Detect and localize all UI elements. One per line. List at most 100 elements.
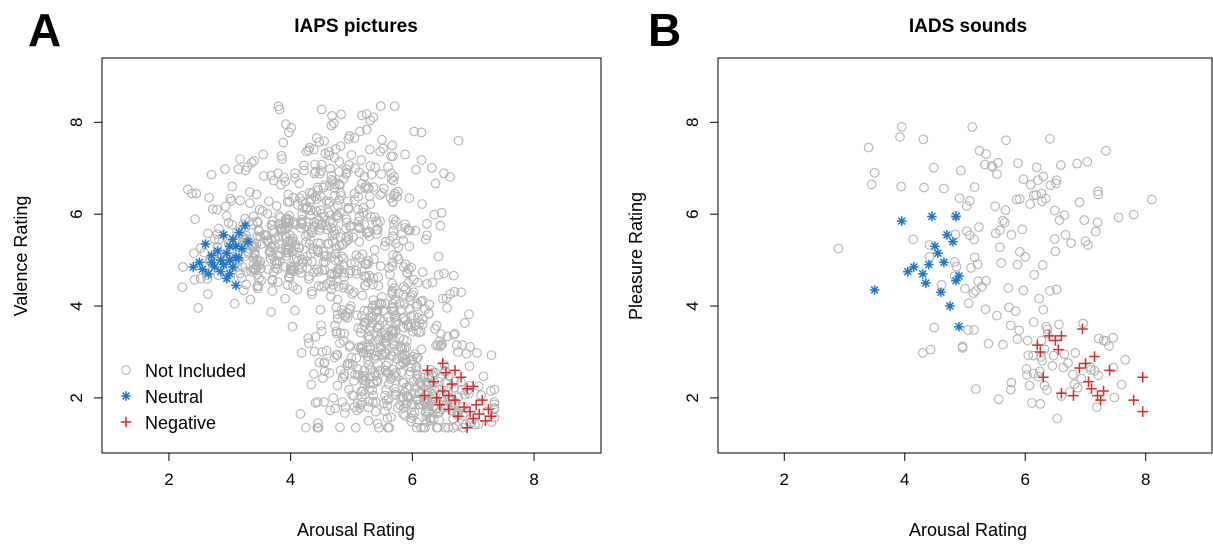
not-included-point — [1072, 382, 1083, 393]
negative-point — [470, 399, 482, 411]
not-included-point — [389, 101, 400, 112]
not-included-point — [283, 127, 294, 138]
not-included-point — [319, 358, 329, 369]
not-included-point — [339, 369, 350, 379]
not-included-point — [296, 348, 307, 358]
not-included-point — [1109, 392, 1120, 403]
not-included-point — [335, 141, 346, 152]
not-included-point — [271, 258, 282, 269]
neutral-point — [908, 262, 919, 272]
panel-b: B IADS sounds 2 4 6 8 2 4 6 8 Arousal Rating Pl… — [626, 4, 1213, 540]
not-included-point — [969, 325, 979, 335]
not-included-point — [273, 168, 283, 179]
not-included-point — [315, 205, 326, 215]
not-included-point — [306, 194, 317, 204]
not-included-point — [268, 175, 279, 186]
not-included-point — [332, 294, 343, 305]
not-included-point — [980, 304, 991, 315]
not-included-point — [400, 284, 411, 294]
not-included-point — [453, 392, 463, 403]
not-included-point — [1045, 286, 1055, 296]
not-included-point — [365, 115, 376, 126]
x-tick-label: 6 — [408, 470, 417, 489]
not-included-point — [190, 214, 200, 225]
legend-negative-marker — [120, 416, 132, 428]
not-included-point — [426, 412, 437, 423]
not-included-point — [307, 289, 317, 299]
not-included-point — [420, 234, 431, 245]
not-included-point — [285, 235, 296, 246]
negative-point — [458, 401, 470, 413]
not-included-point — [287, 265, 297, 276]
not-included-point — [313, 422, 324, 433]
not-included-point — [332, 212, 343, 223]
not-included-point — [1006, 229, 1017, 240]
not-included-point — [325, 405, 336, 416]
not-included-point — [245, 294, 256, 305]
negative-point — [467, 413, 479, 424]
not-included-point — [925, 344, 936, 355]
not-included-point — [407, 354, 418, 365]
panel-letter-a: A — [28, 4, 61, 56]
not-included-point — [338, 336, 349, 346]
not-included-point — [1024, 380, 1035, 391]
negative-point — [1056, 387, 1067, 399]
not-included-point — [442, 303, 452, 313]
not-included-point — [1033, 175, 1043, 186]
not-included-point — [421, 411, 432, 422]
not-included-point — [397, 377, 408, 388]
not-included-point — [1051, 284, 1062, 295]
panel-b-y-axis-label: Pleasure Rating — [626, 192, 646, 320]
not-included-point — [336, 109, 347, 120]
not-included-point — [313, 266, 324, 277]
not-included-point — [382, 400, 393, 411]
not-included-point — [304, 187, 315, 198]
neutral-point — [224, 241, 235, 252]
not-included-point — [334, 156, 345, 167]
not-included-point — [305, 235, 315, 245]
not-included-point — [1079, 215, 1090, 225]
not-included-point — [391, 390, 401, 400]
not-included-point — [346, 258, 356, 269]
negative-point — [1035, 346, 1046, 358]
not-included-point — [249, 156, 259, 166]
not-included-point — [264, 247, 275, 258]
not-included-point — [1000, 205, 1011, 215]
y-tick-label: 2 — [67, 393, 86, 402]
not-included-point — [316, 326, 327, 337]
not-included-point — [347, 289, 357, 299]
neutral-point — [902, 266, 913, 277]
negative-point — [1038, 371, 1049, 383]
negative-point — [1068, 390, 1079, 401]
not-included-point — [312, 397, 323, 407]
negative-point — [1074, 362, 1085, 374]
not-included-point — [391, 325, 401, 336]
not-included-point — [253, 280, 264, 291]
not-included-point — [1113, 212, 1124, 223]
not-included-point — [424, 299, 435, 310]
not-included-point — [226, 195, 237, 206]
not-included-point — [422, 279, 432, 289]
neutral-point — [954, 271, 964, 281]
not-included-point — [284, 273, 295, 283]
not-included-point — [330, 403, 340, 414]
not-included-point — [411, 363, 421, 373]
not-included-point — [249, 248, 260, 259]
not-included-point — [238, 219, 249, 230]
not-included-point — [955, 165, 966, 176]
not-included-point — [368, 295, 379, 305]
not-included-point — [431, 382, 442, 393]
not-included-point — [310, 331, 321, 342]
not-included-point — [326, 120, 337, 131]
not-included-point — [448, 330, 459, 340]
negative-point — [1031, 339, 1043, 351]
not-included-point — [383, 312, 393, 323]
negative-point — [1089, 351, 1100, 362]
not-included-point — [330, 255, 340, 265]
not-included-point — [370, 406, 381, 417]
not-included-point — [280, 242, 291, 253]
not-included-point — [276, 150, 287, 161]
not-included-point — [1093, 189, 1103, 200]
not-included-point — [349, 133, 360, 143]
